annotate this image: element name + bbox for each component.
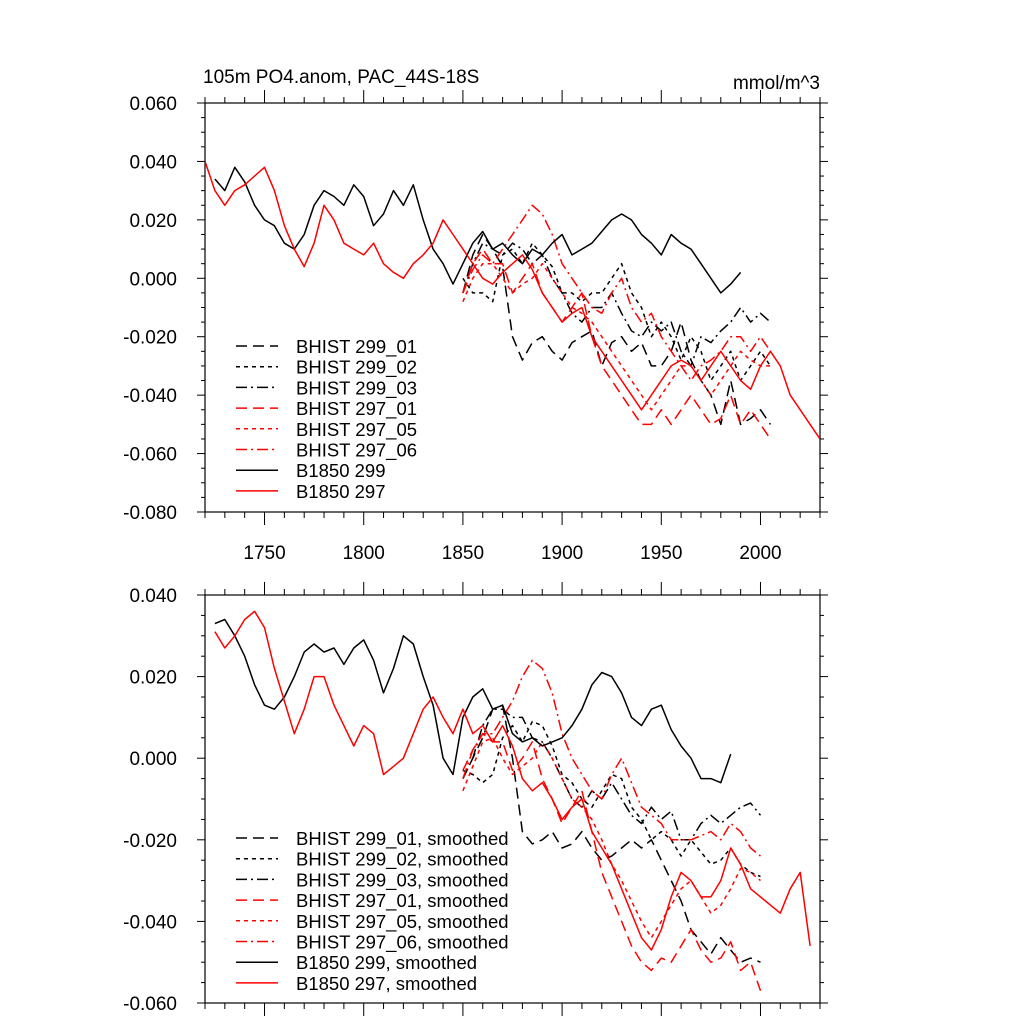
- y-tick-label: -0.060: [123, 994, 177, 1015]
- legend-label: B1850 297, smoothed: [296, 973, 477, 994]
- x-tick-label: 1950: [640, 543, 682, 564]
- series-line-6: [214, 166, 742, 294]
- chart-title: 105m PO4.anom, PAC_44S-18S: [203, 67, 479, 88]
- x-tick-label: 1800: [343, 543, 385, 564]
- series-line-1: [462, 242, 772, 382]
- legend-label: BHIST 299_01, smoothed: [296, 828, 509, 850]
- series-line-0: [462, 233, 772, 426]
- y-tick-label: -0.020: [123, 831, 177, 852]
- y-tick-label: 0.040: [129, 152, 177, 173]
- y-tick-label: 0.040: [129, 586, 177, 607]
- series-line-6: [214, 618, 732, 784]
- y-tick-label: 0.020: [129, 211, 177, 232]
- series-line-0: [462, 704, 761, 963]
- legend-label: BHIST 297_05: [296, 419, 417, 441]
- y-tick-label: 0.060: [129, 94, 177, 115]
- series-line-2: [462, 708, 762, 841]
- series-line-3: [462, 732, 762, 992]
- y-tick-label: 0.000: [129, 269, 177, 290]
- legend-label: B1850 297: [296, 481, 386, 502]
- legend-label: BHIST 297_05, smoothed: [296, 911, 509, 933]
- series-line-2: [462, 242, 771, 367]
- legend-label: BHIST 297_06: [296, 440, 417, 462]
- series-line-1: [462, 720, 761, 878]
- legend-label: BHIST 297_01, smoothed: [296, 890, 509, 912]
- series-line-7: [214, 610, 811, 951]
- y-tick-label: -0.020: [123, 328, 177, 349]
- x-tick-label: 2000: [739, 543, 781, 564]
- legend-label: B1850 299, smoothed: [296, 952, 477, 973]
- units-label: mmol/m^3: [733, 73, 820, 94]
- legend-label: BHIST 299_02, smoothed: [296, 849, 509, 871]
- series-line-5: [462, 204, 772, 382]
- legend-label: BHIST 299_01: [296, 336, 417, 358]
- legend-label: BHIST 297_06, smoothed: [296, 932, 509, 954]
- y-tick-label: -0.060: [123, 445, 177, 466]
- x-tick-label: 1900: [541, 543, 583, 564]
- bottom-chart-panel: 0.040 0.020 0.000 -0.020 -0.040 -0.060 BHIST 2…: [123, 582, 828, 1016]
- series-line-7: [205, 161, 820, 440]
- legend-label: BHIST 299_02: [296, 357, 417, 379]
- series-line-5: [462, 659, 761, 857]
- y-tick-label: -0.040: [123, 912, 177, 933]
- legend-label: BHIST 297_01: [296, 398, 417, 420]
- y-tick-label: 0.000: [129, 749, 177, 770]
- top-chart-panel: 0.060 0.040 0.020 0.000 -0.020 -0.040 -0.060 -0…: [123, 90, 828, 564]
- y-tick-label: -0.080: [123, 503, 177, 524]
- legend-label: BHIST 299_03, smoothed: [296, 869, 509, 891]
- x-tick-label: 1750: [243, 543, 285, 564]
- series-line-4: [462, 262, 771, 411]
- x-tick-label: 1850: [442, 543, 484, 564]
- series-line-4: [462, 737, 761, 939]
- legend-label: BHIST 299_03: [296, 377, 417, 399]
- y-tick-label: -0.040: [123, 386, 177, 407]
- y-tick-label: 0.020: [129, 668, 177, 689]
- legend-label: B1850 299: [296, 460, 386, 481]
